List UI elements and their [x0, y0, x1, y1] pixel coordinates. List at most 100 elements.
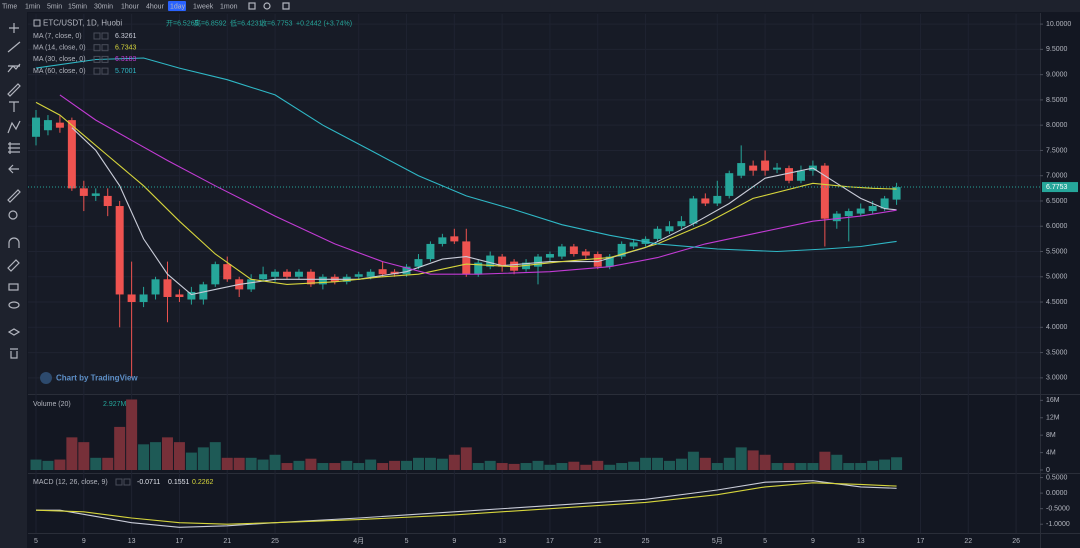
y-tick-label: -0.5000: [1046, 506, 1070, 513]
text-tool[interactable]: [9, 101, 19, 112]
x-tick-label: 5: [405, 538, 409, 545]
x-tick-label: 17: [176, 538, 184, 545]
interval-button[interactable]: 1min: [25, 3, 40, 10]
watermark: Chart by TradingView: [56, 374, 138, 383]
interval-button[interactable]: 1day: [170, 3, 186, 10]
indicator-button[interactable]: [101, 32, 109, 40]
volume-bar: [90, 457, 102, 470]
candle-body: [534, 256, 543, 267]
interval-button[interactable]: 4hour: [146, 3, 165, 10]
y-tick-label: 8.0000: [1046, 122, 1068, 129]
volume-bar: [389, 460, 401, 470]
candle-body: [844, 211, 853, 217]
settings-button[interactable]: [248, 2, 256, 10]
volume-bar: [173, 442, 185, 470]
candle-body: [796, 170, 805, 181]
volume-bar: [185, 452, 197, 470]
indicator-name[interactable]: MA (14, close, 0): [33, 45, 86, 52]
crosshair-tool[interactable]: [9, 23, 19, 33]
volume-bar: [317, 463, 329, 470]
candle-body: [557, 246, 566, 257]
candle-body: [390, 271, 399, 275]
fullscreen-button[interactable]: [282, 2, 290, 10]
volume-bar: [843, 463, 855, 470]
indicator-button[interactable]: [101, 55, 109, 63]
measure-tool[interactable]: [7, 189, 21, 203]
interval-button[interactable]: 15min: [68, 3, 87, 10]
interval-button[interactable]: 1week: [193, 3, 214, 10]
volume-bar: [150, 442, 162, 470]
volume-bar: [771, 463, 783, 470]
candle-body: [761, 160, 770, 171]
y-tick-label: 5.5000: [1046, 248, 1068, 255]
indicator-button[interactable]: [123, 478, 131, 486]
y-tick-label: -1.0000: [1046, 521, 1070, 528]
interval-button[interactable]: 30min: [94, 3, 113, 10]
volume-bar: [365, 459, 377, 470]
volume-bar: [759, 454, 771, 470]
candle-body: [271, 271, 280, 277]
y-tick-label: 0.5000: [1046, 474, 1068, 481]
macd-title[interactable]: MACD (12, 26, close, 9): [33, 479, 108, 486]
indicator-name[interactable]: MA (30, close, 0): [33, 56, 86, 63]
candle-body: [832, 213, 841, 222]
volume-bar: [496, 463, 508, 470]
volume-bar: [879, 459, 891, 470]
magnet-tool[interactable]: [8, 237, 20, 248]
volume-bar: [532, 460, 544, 470]
y-tick-label: 0: [1046, 467, 1050, 474]
indicator-name[interactable]: MA (60, close, 0): [33, 68, 86, 75]
volume-bar: [747, 450, 759, 470]
candle-body: [175, 294, 184, 297]
candle-body: [880, 198, 889, 209]
volume-bar: [592, 460, 604, 470]
candle-body: [187, 291, 196, 300]
back-tool[interactable]: [8, 164, 19, 174]
candle-body: [605, 256, 614, 267]
indicator-button[interactable]: [101, 44, 109, 52]
interval-button[interactable]: Time: [2, 3, 17, 10]
trendline-tool[interactable]: [7, 41, 21, 53]
pattern-tool[interactable]: [7, 120, 21, 134]
candle-body: [725, 173, 734, 196]
volume-bar: [867, 460, 879, 470]
layers-tool[interactable]: [7, 328, 21, 336]
volume-bar: [161, 437, 173, 470]
lock-tool[interactable]: [8, 283, 19, 291]
indicator-button[interactable]: [93, 32, 101, 40]
y-tick-label: 4.0000: [1046, 324, 1068, 331]
candle-body: [868, 206, 877, 212]
interval-button[interactable]: 1mon: [220, 3, 238, 10]
indicator-button[interactable]: [101, 67, 109, 75]
drawing-mode-tool[interactable]: [7, 259, 20, 272]
snapshot-button[interactable]: [263, 2, 271, 10]
candle-body: [737, 163, 746, 176]
macd-line: [36, 480, 897, 528]
interval-button[interactable]: 1hour: [121, 3, 140, 10]
x-tick-label: 5: [34, 538, 38, 545]
volume-bar: [138, 444, 150, 470]
interval-button[interactable]: 5min: [47, 3, 62, 10]
visibility-tool[interactable]: [8, 301, 20, 309]
fib-tool[interactable]: [7, 63, 21, 73]
indicator-value: 6.3183: [115, 56, 137, 63]
volume-bar: [699, 457, 711, 470]
indicator-button[interactable]: [93, 67, 101, 75]
delete-tool[interactable]: [10, 348, 18, 359]
x-tick-label: 25: [271, 538, 279, 545]
indicator-button[interactable]: [93, 55, 101, 63]
brush-tool[interactable]: [7, 83, 21, 97]
prediction-tool[interactable]: [8, 142, 20, 154]
x-tick-label: 26: [1012, 538, 1020, 545]
indicator-button[interactable]: [115, 478, 123, 486]
y-tick-label: 4M: [1046, 449, 1056, 456]
candle-body: [91, 193, 100, 196]
ohlc-value: 低=6.4231: [230, 18, 263, 27]
volume-bar: [233, 457, 245, 470]
indicator-name[interactable]: MA (7, close, 0): [33, 33, 82, 40]
volume-bar: [795, 463, 807, 470]
volume-title[interactable]: Volume (20): [33, 401, 71, 408]
symbol-title[interactable]: ETC/USDT, 1D, Huobi: [43, 19, 122, 28]
zoom-tool[interactable]: [8, 210, 18, 220]
indicator-button[interactable]: [93, 44, 101, 52]
